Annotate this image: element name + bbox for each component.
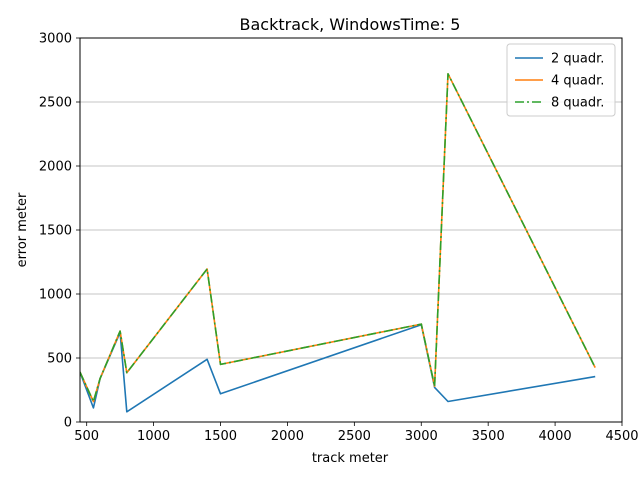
- x-tick-label: 4000: [539, 429, 572, 444]
- y-tick-label: 2000: [39, 160, 72, 175]
- x-tick-label: 4500: [605, 429, 638, 444]
- series-line-2: [80, 73, 596, 403]
- series-line-3: [80, 73, 596, 403]
- legend-label: 2 quadr.: [551, 52, 604, 67]
- legend-box: [506, 43, 616, 117]
- y-tick-label: 0: [64, 416, 72, 431]
- y-axis-label: error meter: [15, 192, 30, 267]
- series-group: [80, 73, 596, 413]
- x-tick-label: 2500: [338, 429, 371, 444]
- x-tick-label: 1000: [137, 429, 170, 444]
- legend: 2 quadr. 4 quadr. 8 quadr.: [506, 43, 616, 117]
- y-tick-label: 2500: [39, 96, 72, 111]
- y-tick-label: 3000: [39, 32, 72, 47]
- x-tick-label: 500: [74, 429, 99, 444]
- y-tick-label: 1500: [39, 224, 72, 239]
- x-tick-label: 3000: [405, 429, 438, 444]
- chart-title: Backtrack, WindowsTime: 5: [240, 15, 461, 34]
- x-tick-label: 3500: [472, 429, 505, 444]
- y-tick-label: 500: [47, 352, 72, 367]
- legend-label: 8 quadr.: [551, 96, 604, 111]
- x-tick-label: 1500: [204, 429, 237, 444]
- y-axis: 0 500 1000 1500 2000 2500 3000: [39, 32, 80, 431]
- x-axis-label: track meter: [312, 451, 389, 466]
- y-tick-label: 1000: [39, 288, 72, 303]
- legend-label: 4 quadr.: [551, 74, 604, 89]
- x-axis: 500 1000 1500 2000 2500 3000 3500 4000 4500: [74, 422, 639, 444]
- series-line-1: [80, 323, 596, 413]
- x-tick-label: 2000: [271, 429, 304, 444]
